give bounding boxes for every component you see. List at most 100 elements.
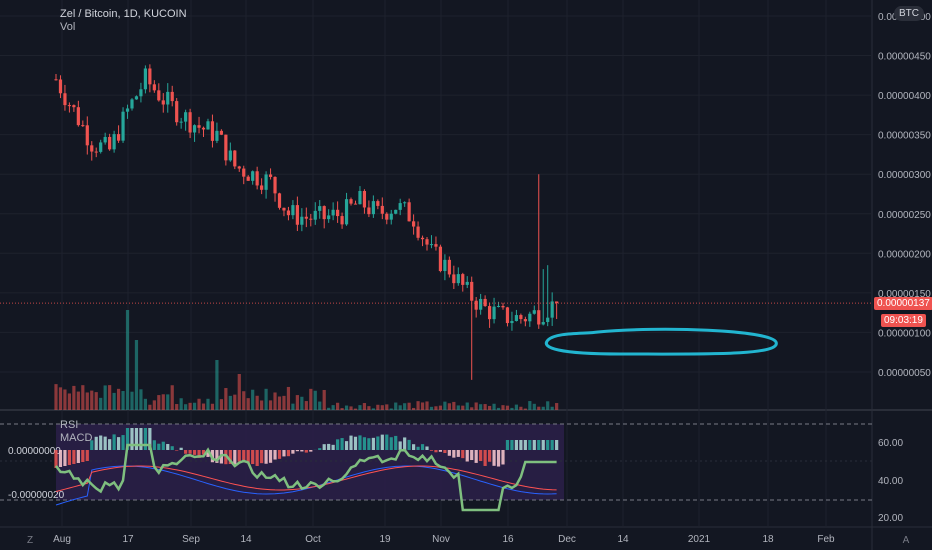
candle-body bbox=[192, 125, 197, 133]
volume-bar bbox=[157, 395, 161, 410]
candle-body bbox=[353, 203, 358, 205]
volume-bar bbox=[344, 405, 349, 410]
candle-body bbox=[412, 221, 416, 227]
macd-histogram-bar bbox=[505, 440, 510, 450]
volume-bar bbox=[470, 407, 474, 410]
macd-histogram-bar bbox=[349, 435, 353, 450]
candle-body bbox=[108, 136, 112, 150]
countdown-tag: 09:03:19 bbox=[881, 314, 926, 327]
macd-histogram-bar bbox=[304, 450, 308, 453]
rsi-tick-label: 20.00 bbox=[878, 513, 903, 524]
macd-histogram-bar bbox=[309, 450, 313, 452]
price-tick-label: 0.00000150 bbox=[878, 289, 931, 300]
volume-bar bbox=[492, 403, 496, 410]
candle-body bbox=[367, 207, 371, 215]
macd-histogram-bar bbox=[282, 450, 286, 457]
volume-bar bbox=[219, 399, 223, 410]
macd-histogram-bar bbox=[54, 450, 58, 468]
candle-body bbox=[273, 176, 277, 194]
candle-body bbox=[282, 207, 286, 211]
currency-button[interactable]: BTC bbox=[894, 6, 924, 21]
macd-histogram-bar bbox=[130, 428, 134, 450]
macd-histogram-bar bbox=[367, 438, 371, 450]
macd-histogram-bar bbox=[550, 440, 554, 450]
candle-body bbox=[483, 298, 487, 307]
candle-body bbox=[336, 209, 340, 217]
macd-histogram-bar bbox=[434, 450, 438, 453]
candle-body bbox=[394, 209, 398, 214]
macd-histogram-bar bbox=[407, 439, 411, 450]
candle-body bbox=[309, 218, 313, 220]
macd-histogram-bar bbox=[72, 450, 76, 464]
auto-scale-button[interactable]: A bbox=[902, 534, 910, 546]
macd-histogram-bar bbox=[398, 441, 402, 450]
macd-histogram-bar bbox=[474, 450, 478, 463]
volume-bar bbox=[273, 392, 277, 410]
candle-body bbox=[519, 315, 523, 320]
macd-histogram-bar bbox=[470, 450, 474, 461]
macd-histogram-bar bbox=[385, 434, 389, 450]
candle-body bbox=[425, 239, 429, 245]
candle-body bbox=[184, 112, 188, 122]
macd-histogram-bar bbox=[143, 428, 147, 450]
macd-histogram-bar bbox=[483, 450, 487, 466]
volume-bar bbox=[461, 405, 465, 410]
candle-body bbox=[121, 111, 125, 141]
candle-body bbox=[134, 96, 139, 100]
candle-body bbox=[54, 79, 58, 81]
volume-bar bbox=[85, 392, 89, 410]
macd-histogram-bar bbox=[465, 450, 469, 462]
candle-body bbox=[130, 99, 134, 109]
candle-body bbox=[63, 93, 67, 106]
volume-bar bbox=[487, 405, 492, 410]
macd-histogram-bar bbox=[233, 450, 237, 467]
macd-histogram-bar bbox=[157, 443, 161, 450]
candle-body bbox=[474, 300, 478, 310]
candle-body bbox=[242, 168, 246, 177]
volume-bar bbox=[496, 407, 501, 410]
volume-bar bbox=[54, 384, 58, 410]
zoom-button[interactable]: Z bbox=[26, 534, 34, 546]
macd-histogram-bar bbox=[121, 435, 125, 450]
volume-bar bbox=[398, 405, 402, 410]
candle-body bbox=[537, 310, 541, 325]
macd-histogram-bar bbox=[152, 440, 156, 450]
volume-bar bbox=[474, 402, 478, 410]
macd-histogram-bar bbox=[264, 450, 268, 464]
volume-bar bbox=[425, 401, 429, 410]
candle-body bbox=[362, 190, 367, 208]
volume-bar bbox=[161, 394, 165, 410]
volume-bar bbox=[541, 406, 545, 410]
candle-body bbox=[416, 226, 420, 238]
macd-histogram-bar bbox=[251, 450, 255, 465]
volume-bar bbox=[143, 398, 147, 410]
candle-body bbox=[322, 206, 326, 220]
volume-bar bbox=[309, 388, 313, 410]
volume-bar bbox=[483, 404, 487, 410]
symbol-title: Zel / Bitcoin, 1D, KUCOIN bbox=[60, 8, 187, 20]
volume-bar bbox=[376, 404, 380, 410]
macd-histogram-bar bbox=[161, 441, 165, 450]
macd-histogram-bar bbox=[336, 439, 340, 450]
macd-histogram-bar bbox=[90, 440, 94, 450]
volume-bar bbox=[456, 405, 460, 410]
volume-bar bbox=[532, 403, 536, 410]
volume-bar bbox=[108, 385, 112, 410]
volume-bar bbox=[268, 400, 273, 410]
volume-bar bbox=[313, 390, 317, 410]
candle-body bbox=[85, 125, 89, 146]
macd-histogram-bar bbox=[523, 440, 527, 450]
price-tick-label: 0.00000100 bbox=[878, 328, 931, 339]
volume-bar bbox=[291, 403, 295, 410]
macd-histogram-bar bbox=[242, 450, 246, 462]
candle-body bbox=[429, 244, 434, 246]
macd-histogram-bar bbox=[371, 437, 375, 450]
candle-body bbox=[331, 209, 335, 216]
volume-bar bbox=[331, 405, 335, 410]
candle-body bbox=[443, 259, 447, 272]
candle-body bbox=[403, 202, 407, 204]
macd-histogram-bar bbox=[192, 450, 197, 455]
volume-bar bbox=[242, 391, 246, 410]
macd-histogram-bar bbox=[273, 450, 277, 460]
